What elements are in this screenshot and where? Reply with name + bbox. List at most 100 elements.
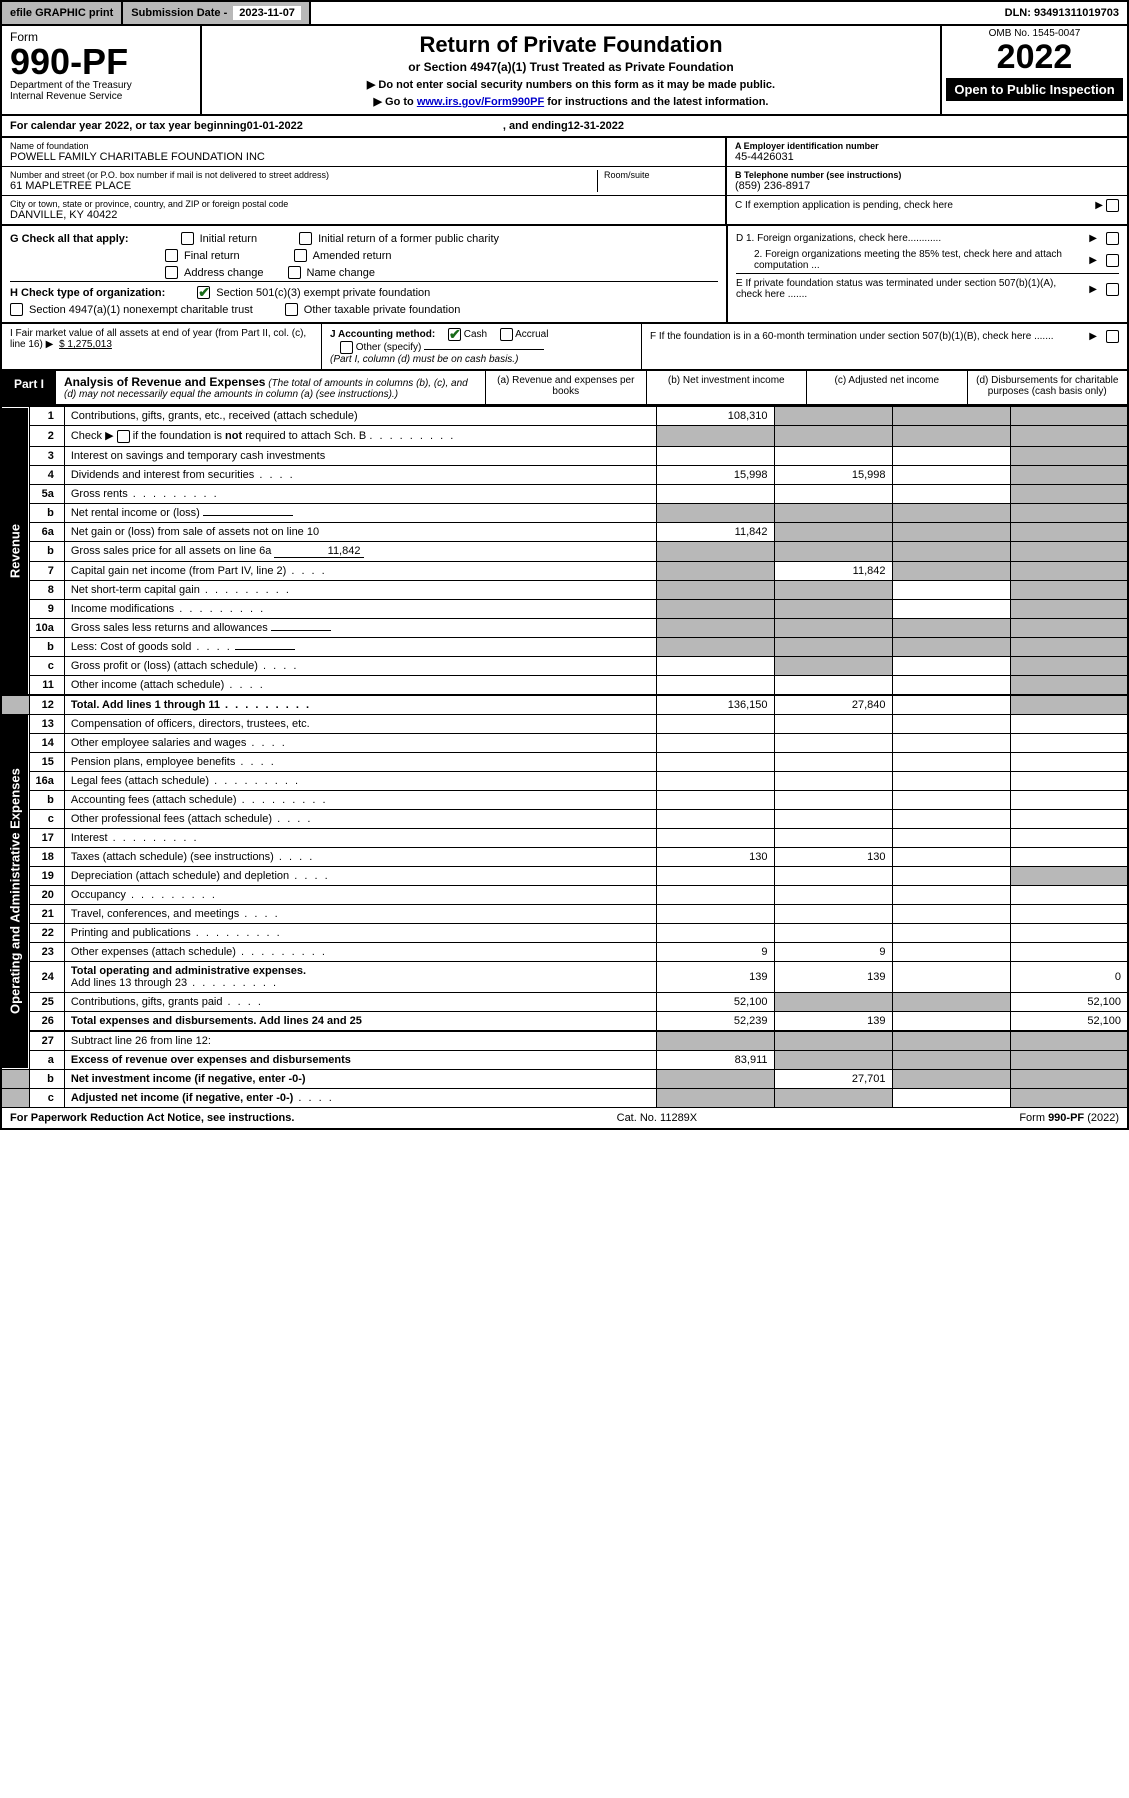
line-desc: Total expenses and disbursements. Add li… [64, 1011, 656, 1031]
tax-year: 2022 [946, 39, 1123, 76]
cash-label: Cash [464, 329, 487, 340]
entity-block: Name of foundation POWELL FAMILY CHARITA… [0, 138, 1129, 226]
table-row: c Other professional fees (attach schedu… [1, 809, 1128, 828]
initial-return-label: Initial return [200, 233, 257, 245]
foundation-name-cell: Name of foundation POWELL FAMILY CHARITA… [2, 138, 725, 167]
f-cell: F If the foundation is in a 60-month ter… [642, 324, 1127, 369]
part-1-desc: Analysis of Revenue and Expenses (The to… [56, 371, 486, 404]
line-num: b [29, 637, 64, 656]
table-row: 18 Taxes (attach schedule) (see instruct… [1, 847, 1128, 866]
amt-a: 136,150 [656, 695, 774, 715]
calendar-year-row: For calendar year 2022, or tax year begi… [0, 116, 1129, 138]
line-num: b [29, 1069, 64, 1088]
g-row-2: Final return Amended return [10, 247, 718, 264]
name-change-checkbox[interactable] [288, 266, 301, 279]
line-desc: Compensation of officers, directors, tru… [64, 714, 656, 733]
60-month-termination-checkbox[interactable] [1106, 330, 1119, 343]
table-row: 5a Gross rents [1, 484, 1128, 503]
part-1-table: Revenue 1 Contributions, gifts, grants, … [0, 406, 1129, 1108]
amt-b: 27,701 [774, 1069, 892, 1088]
line-num: 4 [29, 465, 64, 484]
line-desc: Total. Add lines 1 through 11 [71, 699, 220, 711]
line-desc: Check ▶ if the foundation is not require… [64, 426, 656, 447]
other-method-label: Other (specify) [356, 342, 422, 353]
final-return-label: Final return [184, 250, 240, 262]
city-state-zip: DANVILLE, KY 40422 [10, 209, 717, 221]
amt-a: 52,100 [656, 992, 774, 1011]
efile-print-button[interactable]: efile GRAPHIC print [2, 2, 123, 24]
arrow-icon [1089, 255, 1100, 266]
line-desc: Net rental income or (loss) [71, 507, 200, 519]
other-taxable-checkbox[interactable] [285, 303, 298, 316]
amt-a: 83,911 [656, 1050, 774, 1069]
line-num: c [29, 809, 64, 828]
table-row: 16a Legal fees (attach schedule) [1, 771, 1128, 790]
sch-b-checkbox[interactable] [117, 430, 130, 443]
j-label: J Accounting method: [330, 329, 435, 340]
other-method-checkbox[interactable] [340, 341, 353, 354]
amt-a: 15,998 [656, 465, 774, 484]
table-row: 15 Pension plans, employee benefits [1, 752, 1128, 771]
accrual-checkbox[interactable] [500, 328, 513, 341]
501c3-label: Section 501(c)(3) exempt private foundat… [216, 287, 430, 299]
h-row: H Check type of organization: Section 50… [10, 281, 718, 301]
4947a1-checkbox[interactable] [10, 303, 23, 316]
foreign-85-checkbox[interactable] [1106, 254, 1119, 267]
form-header: Form 990-PF Department of the Treasury I… [0, 26, 1129, 116]
part-1-title: Analysis of Revenue and Expenses [64, 375, 265, 389]
line-num: b [29, 790, 64, 809]
line-desc: Pension plans, employee benefits [71, 756, 236, 768]
table-row: 4 Dividends and interest from securities… [1, 465, 1128, 484]
line-num: 7 [29, 561, 64, 580]
line-num: 1 [29, 407, 64, 426]
table-row: 7 Capital gain net income (from Part IV,… [1, 561, 1128, 580]
initial-return-former-checkbox[interactable] [299, 232, 312, 245]
line-num: 27 [29, 1031, 64, 1051]
line-desc: Dividends and interest from securities [71, 469, 254, 481]
line-desc: Interest [71, 832, 108, 844]
line-num: 5a [29, 484, 64, 503]
line-num: c [29, 656, 64, 675]
line-num: 8 [29, 580, 64, 599]
expenses-side-label: Operating and Administrative Expenses [1, 714, 29, 1069]
table-row: 19 Depreciation (attach schedule) and de… [1, 866, 1128, 885]
form-title-block: Return of Private Foundation or Section … [202, 26, 942, 114]
501c3-checkbox[interactable] [197, 286, 210, 299]
amt-b: 9 [774, 942, 892, 961]
ijf-row: I Fair market value of all assets at end… [0, 324, 1129, 371]
arrow-icon [1089, 331, 1100, 342]
table-row: c Gross profit or (loss) (attach schedul… [1, 656, 1128, 675]
tax-year-end: 12-31-2022 [568, 120, 624, 132]
table-row: 25 Contributions, gifts, grants paid 52,… [1, 992, 1128, 1011]
form-ref: Form 990-PF (2022) [1019, 1112, 1119, 1124]
accounting-method-cell: J Accounting method: Cash Accrual Other … [322, 324, 642, 369]
form-instruction-1: ▶ Do not enter social security numbers o… [214, 78, 928, 91]
line-num: b [29, 503, 64, 522]
line-desc: Depreciation (attach schedule) and deple… [71, 870, 289, 882]
address-change-checkbox[interactable] [165, 266, 178, 279]
line-num: 12 [29, 695, 64, 715]
goto-prefix: ▶ Go to [374, 96, 417, 108]
foreign-org-checkbox[interactable] [1106, 232, 1119, 245]
exemption-pending-checkbox[interactable] [1106, 199, 1119, 212]
initial-return-checkbox[interactable] [181, 232, 194, 245]
accrual-label: Accrual [515, 329, 548, 340]
line-num: 20 [29, 885, 64, 904]
final-return-checkbox[interactable] [165, 249, 178, 262]
amended-return-checkbox[interactable] [294, 249, 307, 262]
address-cell: Number and street (or P.O. box number if… [2, 167, 725, 196]
table-row: 14 Other employee salaries and wages [1, 733, 1128, 752]
amt-a: 52,239 [656, 1011, 774, 1031]
line-desc: Adjusted net income (if negative, enter … [71, 1092, 293, 1104]
line-desc: Accounting fees (attach schedule) [71, 794, 237, 806]
line-num: 21 [29, 904, 64, 923]
irs-link[interactable]: www.irs.gov/Form990PF [417, 96, 544, 108]
line-num: 16a [29, 771, 64, 790]
amt-d: 52,100 [1010, 1011, 1128, 1031]
table-row: c Adjusted net income (if negative, ente… [1, 1088, 1128, 1107]
cash-checkbox[interactable] [448, 328, 461, 341]
amended-return-label: Amended return [313, 250, 392, 262]
arrow-icon [46, 339, 57, 350]
status-terminated-checkbox[interactable] [1106, 283, 1119, 296]
line-desc: Gross sales price for all assets on line… [71, 545, 272, 557]
